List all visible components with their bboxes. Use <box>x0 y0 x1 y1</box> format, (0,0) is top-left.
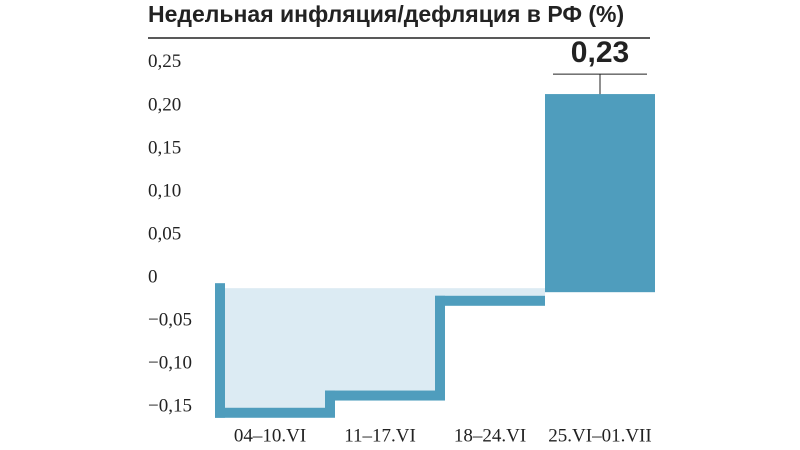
bar <box>215 288 325 413</box>
x-tick-label: 18–24.VI <box>454 425 526 446</box>
chart-title: Недельная инфляция/дефляция в РФ (%) <box>148 1 624 27</box>
bar-outline <box>215 407 325 418</box>
bar <box>545 94 655 293</box>
bar-outline <box>215 283 225 418</box>
x-tick-label: 04–10.VI <box>234 425 306 446</box>
y-tick-label: −0,10 <box>148 353 192 374</box>
y-tick-label: 0 <box>148 267 158 288</box>
y-tick-label: 0,15 <box>148 137 181 158</box>
y-tick-label: −0,05 <box>148 310 192 331</box>
y-tick-label: 0,20 <box>148 94 181 115</box>
bar-outline <box>325 390 335 418</box>
bar <box>325 288 435 396</box>
bar-outline <box>435 295 545 306</box>
y-tick-label: −0,15 <box>148 396 192 417</box>
bar-outline <box>435 295 445 401</box>
x-tick-label: 11–17.VI <box>344 425 416 446</box>
y-tick-label: 0,05 <box>148 223 181 244</box>
y-tick-label: 0,10 <box>148 180 181 201</box>
y-tick-label: 0,25 <box>148 51 181 72</box>
x-tick-label: 25.VI–01.VII <box>548 425 651 446</box>
data-label: 0,23 <box>571 36 629 69</box>
bar-outline <box>325 390 435 401</box>
